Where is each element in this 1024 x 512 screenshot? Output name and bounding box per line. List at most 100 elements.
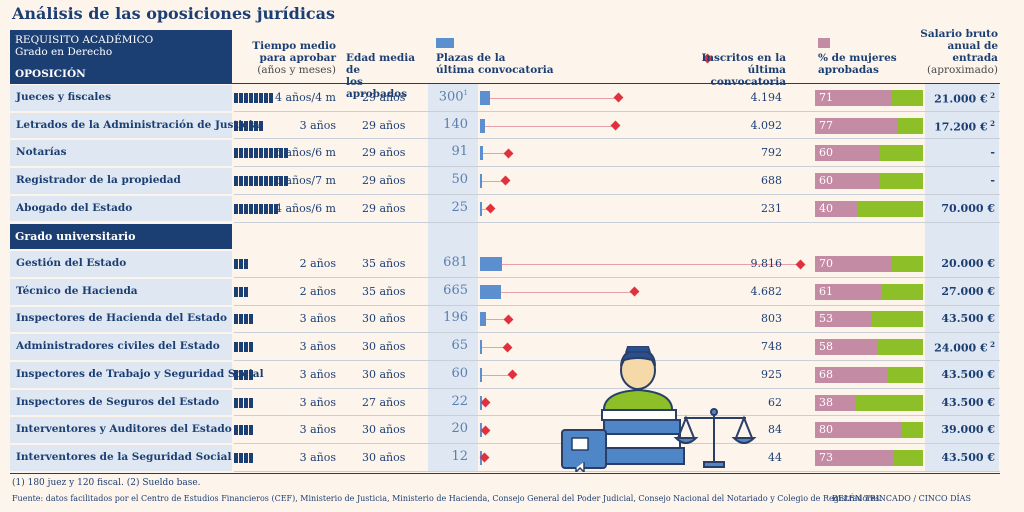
- tiempo-block: [239, 148, 243, 159]
- row-label-bg: [10, 445, 232, 471]
- plazas-value: 140: [443, 116, 468, 132]
- edad-value: 30 años: [362, 423, 406, 437]
- mujeres-value: 60: [819, 146, 833, 160]
- mujeres-bar: 77: [815, 117, 923, 134]
- tiempo-value: 3 años: [299, 312, 336, 326]
- plazas-value: 25: [451, 199, 468, 215]
- salario-footnote-mark: 2: [987, 90, 995, 100]
- plazas-bar: [480, 90, 490, 105]
- inscritos-marker: [629, 286, 640, 297]
- row-label-bg: [10, 389, 232, 416]
- tiempo-block: [239, 425, 243, 436]
- hombres-segment: [872, 311, 923, 328]
- inscritos-value: 688: [761, 173, 782, 187]
- plazas-bar: [480, 340, 483, 355]
- tiempo-header-3: (años y meses): [257, 64, 336, 76]
- plazas-value: 50: [451, 171, 468, 187]
- tiempo-value: 3 años: [299, 395, 336, 409]
- tiempo-block: [244, 452, 248, 463]
- row-label: Notarías: [16, 146, 67, 159]
- inscritos-marker: [610, 120, 621, 131]
- inscritos-value: 748: [761, 340, 782, 354]
- row-separator: [234, 276, 1000, 278]
- inscritos-connector: [484, 125, 616, 127]
- tiempo-block: [234, 120, 238, 131]
- inscritos-connector: [482, 374, 513, 376]
- mujeres-value: 71: [819, 90, 833, 104]
- row-separator: [234, 360, 1000, 361]
- tiempo-value: 3 años: [299, 118, 336, 132]
- salario-value: 43.500 €: [941, 312, 995, 326]
- edad-value: 29 años: [362, 118, 406, 132]
- tiempo-block: [254, 120, 258, 131]
- salario-value: 43.500 €: [941, 450, 995, 464]
- mujeres-value: 77: [819, 118, 833, 132]
- plazas-value: 22: [451, 393, 468, 409]
- plazas-value: 91: [451, 144, 468, 160]
- tiempo-value: 2 años: [299, 284, 336, 298]
- row-label: Abogado del Estado: [16, 201, 133, 214]
- tiempo-blocks: [234, 203, 278, 214]
- hombres-segment: [879, 172, 923, 189]
- plazas-bar: [480, 312, 487, 327]
- tiempo-block: [244, 175, 248, 186]
- plazas-bar: [480, 367, 482, 382]
- tiempo-block: [284, 175, 288, 186]
- salario-header-2: anual de: [947, 40, 998, 52]
- tiempo-block: [279, 175, 283, 186]
- tiempo-header: Tiempo medio para aprobar (años y meses): [246, 40, 336, 76]
- tiempo-blocks: [234, 259, 248, 270]
- tiempo-blocks: [234, 120, 263, 131]
- tiempo-block: [249, 120, 253, 131]
- hombres-segment: [891, 89, 923, 106]
- tiempo-block: [249, 175, 253, 186]
- mujeres-header-1: % de mujeres: [818, 52, 897, 64]
- tiempo-block: [239, 314, 243, 325]
- tiempo-block: [234, 92, 238, 103]
- row-separator: [234, 304, 1000, 306]
- salario-value: 43.500 €: [941, 395, 995, 409]
- hombres-segment: [880, 283, 923, 300]
- inscritos-value: 792: [761, 146, 782, 160]
- mujeres-segment: 77: [815, 117, 899, 134]
- inscritos-value: 803: [761, 312, 782, 326]
- oposicion-header: OPOSICIÓN: [15, 68, 86, 80]
- salario-footnote-mark: 2: [987, 118, 995, 128]
- mujeres-value: 73: [819, 450, 833, 464]
- mujeres-bar: 80: [815, 422, 923, 439]
- inscritos-connector: [489, 97, 619, 99]
- tiempo-block: [259, 92, 263, 103]
- tiempo-block: [254, 92, 258, 103]
- tiempo-block: [274, 203, 278, 214]
- tiempo-blocks: [234, 452, 253, 463]
- inscritos-marker: [507, 369, 518, 380]
- tiempo-value: 4 años/6 m: [274, 201, 336, 215]
- edad-value: 29 años: [362, 90, 406, 104]
- row-label-bg: [10, 251, 232, 277]
- mujeres-bar: 73: [815, 449, 923, 466]
- tiempo-value: 5 años/6 m: [274, 146, 336, 160]
- books-stack-icon: [561, 409, 685, 472]
- plazas-bar: [480, 173, 482, 188]
- tiempo-block: [239, 203, 243, 214]
- hombres-segment: [858, 200, 923, 217]
- plazas-bar: [480, 284, 502, 299]
- tiempo-block: [279, 148, 283, 159]
- edad-value: 27 años: [362, 395, 406, 409]
- mujeres-segment: 71: [815, 89, 892, 106]
- tiempo-block: [234, 148, 238, 159]
- plazas-bar: [480, 257, 502, 272]
- tiempo-block: [269, 203, 273, 214]
- row-label-bg: [10, 140, 232, 167]
- row-separator: [234, 138, 1000, 140]
- person-icon: [603, 346, 673, 417]
- tiempo-block: [244, 148, 248, 159]
- tiempo-block: [239, 92, 243, 103]
- plazas-legend-swatch: [436, 38, 454, 48]
- plazas-bar: [480, 201, 482, 216]
- tiempo-block: [234, 425, 238, 436]
- row-label-bg: [10, 85, 232, 111]
- salario-value: 39.000 €: [941, 423, 995, 437]
- edad-value: 35 años: [362, 284, 406, 298]
- inscritos-value: 4.682: [750, 284, 783, 298]
